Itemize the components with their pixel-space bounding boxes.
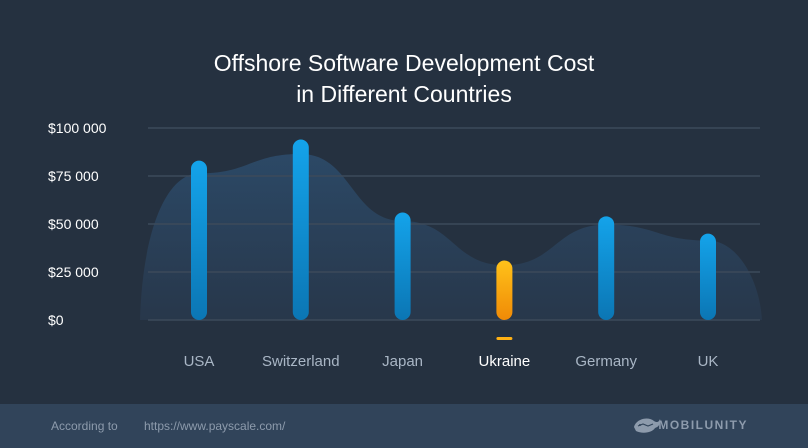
bar-uk	[700, 233, 716, 320]
x-tick-label-ukraine: Ukraine	[479, 353, 531, 370]
chart-title-line-1: Offshore Software Development Cost	[213, 50, 595, 76]
bar-germany	[598, 216, 615, 320]
whale-logo-icon	[634, 418, 661, 433]
bar-usa	[191, 160, 207, 320]
bar-switzerland	[292, 139, 309, 320]
y-tick-label: $75 000	[48, 168, 99, 184]
chart-title: Offshore Software Development Cost in Di…	[0, 48, 808, 110]
highlight-marker	[496, 337, 513, 340]
chart-title-line-2: in Different Countries	[296, 81, 512, 107]
y-tick-label: $50 000	[48, 216, 99, 232]
y-tick-label: $25 000	[48, 264, 99, 280]
footer: According to https://www.payscale.com/ M…	[0, 404, 808, 448]
bar-ukraine	[496, 260, 513, 320]
brand-name: MOBILUNITY	[658, 418, 748, 432]
x-tick-label-germany: Germany	[575, 353, 637, 370]
source-link[interactable]: https://www.payscale.com/	[144, 419, 286, 433]
x-tick-label-japan: Japan	[382, 353, 423, 370]
x-tick-label-switzerland: Switzerland	[262, 353, 340, 370]
x-tick-label-usa: USA	[184, 353, 215, 370]
according-to-label: According to	[51, 419, 118, 433]
y-tick-label: $0	[48, 312, 64, 328]
y-tick-label: $100 000	[48, 120, 107, 136]
bar-japan	[394, 212, 411, 320]
x-tick-label-uk: UK	[698, 353, 719, 370]
background-area	[140, 153, 762, 320]
